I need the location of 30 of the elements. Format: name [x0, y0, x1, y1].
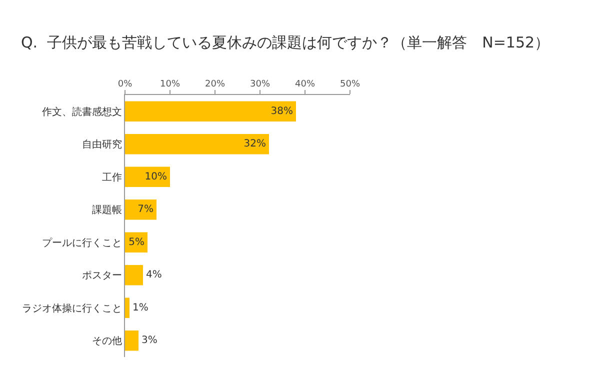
y-tick-label: プールに行くこと	[42, 236, 122, 249]
x-tick-label: 10%	[160, 79, 180, 90]
x-tick-label: 30%	[250, 79, 270, 90]
x-tick-label: 40%	[294, 79, 316, 90]
bar	[125, 101, 296, 122]
bar	[125, 134, 269, 154]
y-tick-label: ラジオ体操に行くこと	[22, 302, 122, 314]
x-tick-label: 0%	[118, 79, 133, 90]
data-label: 7%	[138, 204, 154, 216]
x-tick-label: 20%	[204, 79, 226, 90]
bar	[125, 330, 138, 351]
data-label: 38%	[270, 106, 293, 117]
bar	[125, 264, 143, 286]
y-tick-label: ポスター	[82, 270, 122, 282]
y-tick-label: 作文、読書感想文	[41, 106, 122, 118]
y-tick-label: 工作	[102, 172, 122, 184]
x-tick-label: 50%	[340, 79, 360, 90]
data-label: 1%	[132, 302, 148, 314]
bar	[125, 199, 156, 220]
chart-title: Q. 子供が最も苦戦している夏休みの課題は何ですか？（単一解答 N=152）	[21, 33, 550, 52]
bar	[125, 298, 130, 318]
y-tick-label: その他	[92, 335, 122, 348]
y-tick-label: 課題帳	[92, 204, 122, 216]
y-tick-label: 自由研究	[82, 138, 122, 151]
data-label: 5%	[128, 236, 144, 248]
data-label: 3%	[142, 335, 158, 346]
data-label: 4%	[146, 270, 162, 281]
data-label: 32%	[244, 138, 266, 150]
data-label: 10%	[144, 171, 167, 182]
bar	[125, 166, 170, 188]
